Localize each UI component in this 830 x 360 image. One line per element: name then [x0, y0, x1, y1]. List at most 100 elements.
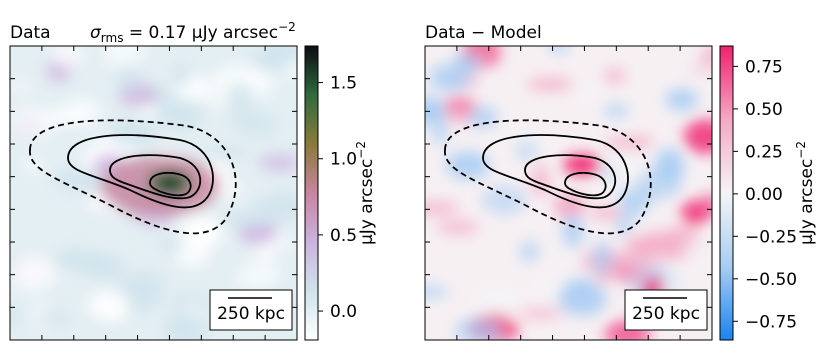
- colorbar-label: μJy arcsec−2: [794, 141, 817, 245]
- heatmap-blob: [472, 46, 494, 68]
- colorbar-tick-label: 0.0: [330, 302, 357, 322]
- colorbar-label-text: μJy arcsec: [357, 159, 377, 245]
- contour: [564, 171, 607, 197]
- colorbar-tick-label: 0.5: [330, 226, 357, 246]
- heatmap-blob: [683, 119, 712, 154]
- heatmap-blob: [683, 238, 705, 260]
- heatmap-blob: [445, 151, 490, 179]
- heatmap-blob: [10, 256, 55, 291]
- heatmap-blob: [21, 158, 44, 173]
- heatmap-blob: [103, 46, 145, 70]
- heatmap-blob: [591, 241, 614, 275]
- heatmap-blob: [265, 191, 297, 223]
- heatmap-blob: [205, 146, 249, 159]
- heatmap-blob: [626, 236, 666, 253]
- panel-title: Data − Model: [425, 23, 542, 43]
- heatmap-blob: [231, 81, 250, 112]
- heatmap-blob: [87, 290, 130, 321]
- heatmap-blob: [425, 285, 450, 299]
- heatmap-blob: [557, 282, 607, 317]
- heatmap-blob: [436, 220, 480, 235]
- colorbar-tick-label: 0.25: [745, 142, 783, 162]
- emission-peak: [161, 177, 179, 189]
- colorbar-tick-label: −0.25: [745, 227, 797, 247]
- colorbar-label-exp: −2: [354, 141, 368, 159]
- heatmap-blob: [444, 97, 474, 126]
- colorbar-tick-label: 1.0: [330, 150, 357, 170]
- contour: [67, 134, 214, 209]
- heatmap-blob: [62, 98, 102, 126]
- heatmap-blob: [164, 312, 208, 340]
- heatmap-blob: [50, 46, 84, 68]
- colorbar-label: μJy arcsec−2: [354, 141, 377, 245]
- heatmap-blob: [527, 77, 574, 91]
- colorbar: [719, 45, 734, 341]
- heatmap-blob: [655, 148, 685, 184]
- contour: [109, 154, 202, 200]
- heatmap-blob: [221, 212, 265, 228]
- heatmap-blob: [553, 192, 586, 220]
- subtitle-text: = 0.17 μJy arcsec: [123, 23, 278, 43]
- heatmap-blob: [465, 105, 498, 129]
- heatmap-blob: [172, 62, 191, 89]
- heatmap-blob: [577, 86, 601, 101]
- heatmap-blob: [531, 164, 551, 197]
- heatmap-blob: [240, 114, 282, 137]
- heatmap-blob: [139, 106, 158, 120]
- panel-title: Data: [10, 23, 51, 43]
- subtitle-symbol: σ: [90, 23, 102, 43]
- colorbar-tick-label: 1.5: [330, 74, 357, 94]
- heatmap-blob: [563, 153, 601, 176]
- heatmap-blob: [237, 261, 280, 296]
- contour: [482, 134, 629, 209]
- scale-bar-box: [209, 289, 293, 331]
- heatmap-blob: [608, 151, 642, 188]
- heatmap-blob: [11, 78, 31, 94]
- heatmap-blob: [454, 318, 503, 340]
- heatmap-blob: [610, 250, 651, 283]
- heatmap-blob: [425, 202, 460, 215]
- scale-bar-label: 250 kpc: [217, 304, 285, 324]
- heatmap-blob: [166, 294, 217, 311]
- heatmap-blob: [10, 308, 24, 326]
- heatmap-blobs: [10, 46, 297, 340]
- heatmap-blob: [519, 240, 539, 263]
- heatmap-blob: [206, 74, 227, 109]
- heatmap-blob: [108, 120, 158, 146]
- colorbar: [304, 45, 319, 341]
- heatmap-blob: [548, 46, 569, 54]
- image-frame: [424, 45, 713, 341]
- heatmap-blob: [270, 244, 294, 260]
- panel-subtitle: σrms = 0.17 μJy arcsec−2: [90, 20, 296, 45]
- subtitle-exp: −2: [278, 20, 296, 34]
- heatmap-blob: [428, 63, 471, 92]
- colorbar-tick-label: −0.75: [745, 312, 797, 332]
- heatmap-blob: [174, 243, 210, 267]
- heatmap-blob: [179, 215, 223, 249]
- heatmap-blob: [700, 193, 712, 217]
- colorbar-label-text: μJy arcsec: [797, 159, 817, 245]
- scale-bar-box: [624, 289, 708, 331]
- subtitle-sub: rms: [101, 31, 124, 45]
- colorbar-label-exp: −2: [794, 141, 808, 159]
- image-frame: [9, 45, 298, 341]
- heatmap-blob: [562, 213, 584, 248]
- heatmap-blob: [154, 98, 204, 130]
- heatmap-blob: [481, 185, 528, 215]
- heatmap-blob: [603, 67, 626, 85]
- heatmap-blob: [36, 310, 71, 326]
- heatmap-blob: [474, 291, 522, 320]
- colorbar-tick-label: 0.75: [745, 57, 783, 77]
- heatmap-blob: [54, 249, 82, 268]
- heatmap-blob: [589, 206, 622, 220]
- heatmap-blob: [518, 306, 563, 320]
- heatmap-blob: [249, 50, 291, 73]
- heatmap-blob: [610, 119, 643, 140]
- colorbar-tick-label: 0.00: [745, 185, 783, 205]
- heatmap-blob: [53, 169, 106, 192]
- contour: [524, 154, 617, 200]
- heatmap-blob: [682, 55, 708, 72]
- contour: [149, 171, 192, 197]
- heatmap-blob: [123, 271, 166, 296]
